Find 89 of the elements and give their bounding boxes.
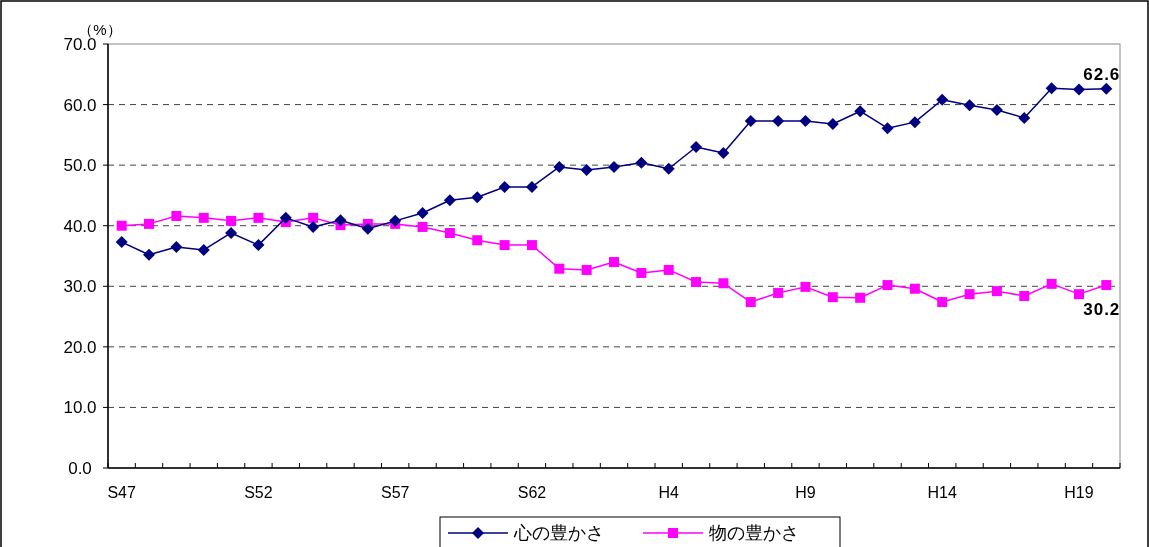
point [554, 263, 565, 274]
point [964, 289, 975, 300]
legend-label: 物の豊かさ [709, 523, 799, 544]
point [225, 226, 238, 239]
point [471, 191, 484, 204]
x-tick-label: H14 [927, 484, 957, 501]
point [197, 243, 210, 256]
point [800, 281, 811, 292]
point [826, 117, 839, 130]
point [416, 206, 429, 219]
point [1073, 289, 1084, 300]
point [553, 160, 566, 173]
point [773, 287, 784, 298]
y-tick-label: 20.0 [63, 337, 97, 357]
point [663, 264, 674, 275]
point [1046, 278, 1057, 289]
point [1019, 290, 1030, 301]
x-tick-label: H4 [658, 484, 680, 501]
y-tick-label: 0.0 [68, 458, 92, 478]
y-tick-label: 10.0 [63, 398, 97, 418]
point [690, 140, 703, 153]
legend-label: 心の豊かさ [513, 523, 604, 544]
point [198, 212, 209, 223]
point [744, 114, 757, 127]
point [334, 214, 347, 227]
point [499, 240, 510, 251]
point [253, 212, 264, 223]
point [799, 114, 812, 127]
point [116, 220, 127, 231]
point [745, 297, 756, 308]
point [226, 215, 237, 226]
x-tick-label: S47 [107, 484, 137, 501]
point [1072, 83, 1085, 96]
point [144, 218, 155, 229]
point [498, 180, 511, 193]
x-tick-label: S57 [380, 484, 410, 501]
point [717, 147, 730, 160]
point [990, 104, 1003, 117]
point [1100, 82, 1113, 95]
point [361, 222, 374, 235]
point [718, 278, 729, 289]
x-tick-label: H9 [795, 484, 816, 501]
point [963, 99, 976, 112]
point [991, 286, 1002, 297]
point [417, 221, 428, 232]
point [908, 116, 921, 129]
point [691, 277, 702, 288]
data-label: 62.6 [1083, 64, 1121, 84]
point [472, 235, 483, 246]
point [1101, 280, 1112, 291]
point [389, 214, 402, 227]
point [526, 240, 537, 251]
point [827, 292, 838, 303]
point [444, 227, 455, 238]
y-tick-label: 30.0 [63, 277, 97, 297]
point [909, 283, 920, 294]
point [279, 211, 292, 224]
y-tick-label: 50.0 [63, 156, 97, 176]
x-tick-label: H19 [1064, 484, 1094, 501]
data-label: 30.2 [1083, 300, 1121, 320]
point [525, 180, 538, 193]
point [115, 236, 128, 249]
point [936, 93, 949, 106]
point [308, 212, 319, 223]
point [855, 292, 866, 303]
x-tick-label: S52 [244, 484, 273, 501]
point [580, 163, 593, 176]
point [881, 122, 894, 135]
point [772, 114, 785, 127]
y-tick-label: 40.0 [63, 216, 97, 236]
point [581, 264, 592, 275]
point [1045, 82, 1058, 95]
point [1018, 111, 1031, 124]
point [854, 105, 867, 118]
point [608, 160, 620, 173]
point [636, 267, 647, 278]
point [443, 194, 456, 207]
point [937, 297, 948, 308]
x-tick-label: S62 [517, 484, 547, 501]
point [252, 239, 265, 252]
y-tick-label: 60.0 [63, 95, 97, 115]
point [170, 240, 183, 253]
point [609, 257, 619, 268]
point [635, 156, 648, 169]
point [171, 211, 182, 222]
point [882, 280, 893, 291]
point [143, 248, 156, 261]
point [307, 220, 320, 233]
point [662, 162, 675, 175]
